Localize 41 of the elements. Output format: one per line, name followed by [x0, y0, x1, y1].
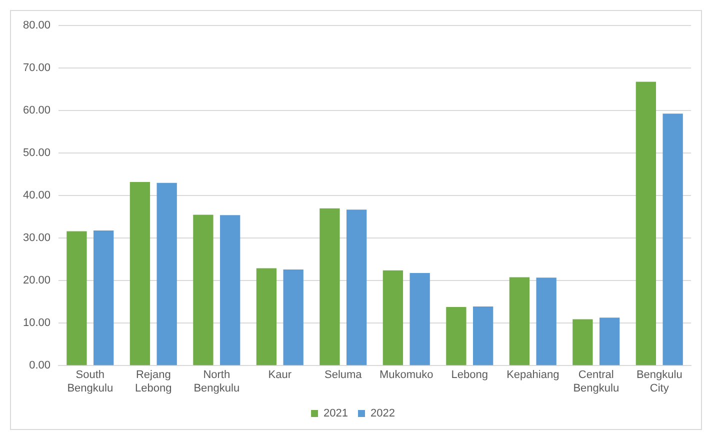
- bar: [536, 278, 556, 366]
- bar: [220, 215, 240, 366]
- bar: [382, 270, 404, 366]
- x-tick-label: North Bengkulu: [194, 369, 240, 394]
- bar: [283, 270, 304, 366]
- y-tick-label: 40.00: [22, 190, 51, 202]
- y-tick-label: 20.00: [22, 274, 51, 287]
- bar: [320, 208, 340, 366]
- x-tick-label: Mukomuko: [379, 369, 434, 382]
- y-tick-label: 0.00: [29, 360, 51, 372]
- x-tick-label: Kepahiang: [506, 369, 560, 382]
- bar: [472, 306, 494, 366]
- bar: [572, 319, 593, 366]
- x-tick-label: Central Bengkulu: [573, 369, 620, 394]
- bar: [599, 318, 620, 366]
- y-tick-label: 60.00: [22, 104, 51, 117]
- x-tick-label: Lebong: [451, 369, 488, 382]
- bar: [130, 182, 150, 366]
- bar: [509, 277, 530, 366]
- bar: [346, 210, 367, 366]
- y-tick-label: 10.00: [22, 317, 51, 330]
- x-tick-label: Seluma: [324, 369, 363, 382]
- bar: [156, 182, 177, 366]
- bar: [66, 231, 87, 366]
- y-tick-label: 50.00: [22, 147, 51, 160]
- bar: [446, 306, 466, 366]
- x-tick-label: Rejang Lebong: [135, 369, 172, 394]
- legend-label: 2021: [324, 408, 348, 420]
- bar: [410, 272, 430, 366]
- x-tick-label: South Bengkulu: [67, 369, 114, 394]
- x-tick-label: Bengkulu City: [636, 369, 682, 394]
- y-tick-label: 80.00: [22, 20, 51, 32]
- bar: [662, 114, 683, 366]
- bar: [94, 230, 114, 366]
- y-tick-label: 30.00: [22, 232, 51, 244]
- x-tick-label: Kaur: [268, 369, 292, 382]
- bar: [636, 82, 656, 366]
- legend-label: 2022: [370, 408, 395, 420]
- y-tick-label: 70.00: [22, 62, 51, 74]
- bar: [256, 268, 277, 366]
- bar: [193, 214, 214, 366]
